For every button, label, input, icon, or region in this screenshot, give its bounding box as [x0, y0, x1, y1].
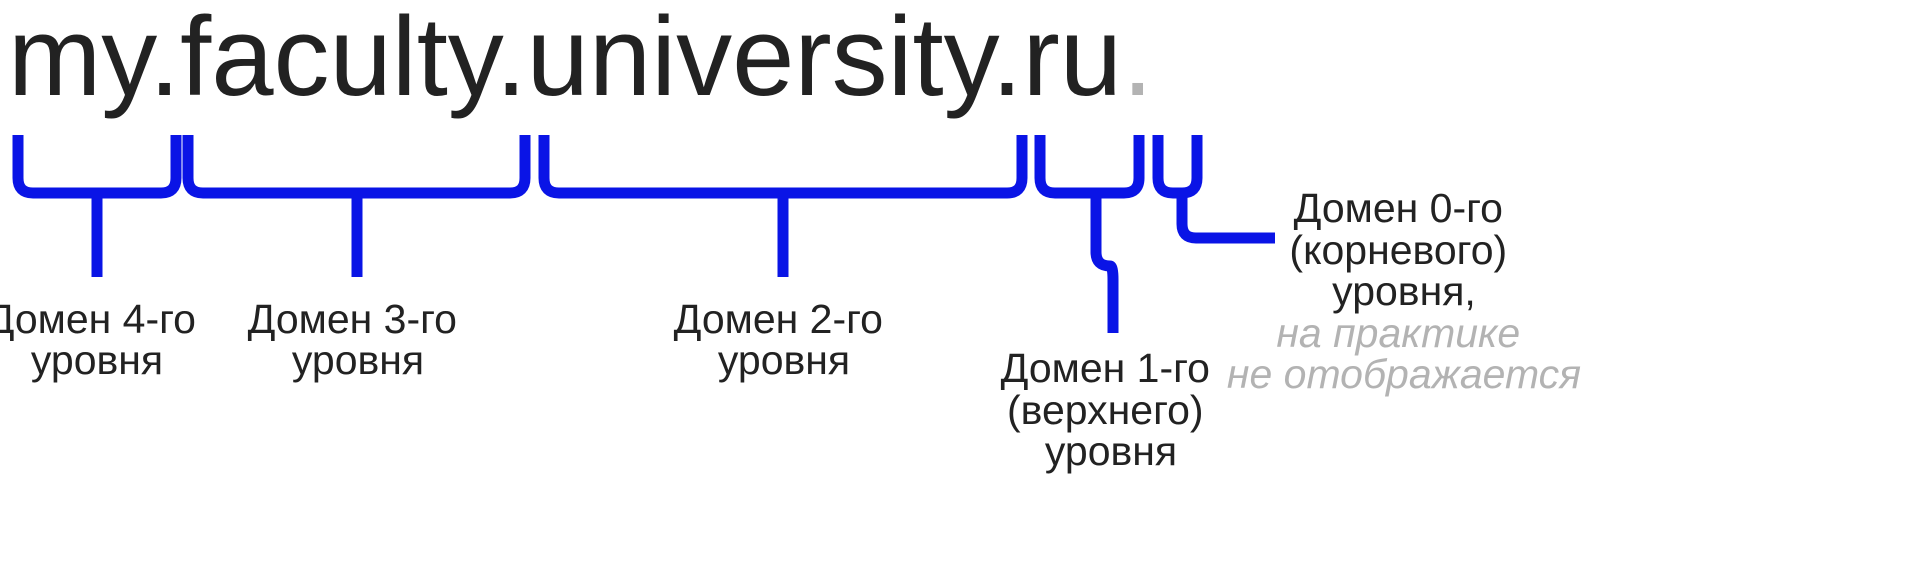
label-level2-line1: Домен 2-го [674, 296, 883, 342]
domain-separator: . [496, 0, 527, 119]
label-level0-note: на практике не отображается [1227, 310, 1581, 397]
label-level0-line3: уровня, [1332, 268, 1476, 314]
label-level2: Домен 2-го уровня [674, 296, 895, 383]
label-level3: Домен 3-го уровня [248, 296, 469, 383]
domain-part-level1: ru [1022, 0, 1122, 119]
bracket-level2 [538, 135, 1028, 277]
label-level0-line1: Домен 0-го [1294, 185, 1503, 231]
domain-name: my.faculty.university.ru. [8, 0, 1153, 119]
label-level4: Домен 4-го уровня [0, 296, 207, 383]
root-dot: . [1122, 0, 1153, 119]
bracket-level4 [12, 135, 182, 277]
domain-separator: . [149, 0, 180, 119]
label-level0-line2: (корневого) [1289, 227, 1507, 273]
label-level1-line2: (верхнего) [1007, 387, 1204, 433]
domain-part-level3: faculty [180, 0, 504, 119]
label-level1-line3: уровня [1045, 428, 1177, 474]
label-level4-line1: Домен 4-го [0, 296, 196, 342]
domain-part-level4: my [8, 0, 157, 119]
label-level0-note-line2: не отображается [1227, 351, 1581, 397]
label-level3-line1: Домен 3-го [248, 296, 457, 342]
domain-separator: . [991, 0, 1022, 119]
label-level3-line2: уровня [292, 337, 424, 383]
bracket-level0 [1152, 135, 1275, 244]
bracket-level3 [182, 135, 531, 277]
label-level4-line2: уровня [31, 337, 163, 383]
label-level1: Домен 1-го (верхнего) уровня [1001, 345, 1222, 474]
label-level0: Домен 0-го (корневого) уровня, [1289, 185, 1518, 314]
bracket-level1 [1034, 135, 1145, 333]
domain-part-level2: university [527, 0, 1000, 119]
label-level2-line2: уровня [718, 337, 850, 383]
label-level0-note-line1: на практике [1276, 310, 1520, 356]
label-level1-line1: Домен 1-го [1001, 345, 1210, 391]
